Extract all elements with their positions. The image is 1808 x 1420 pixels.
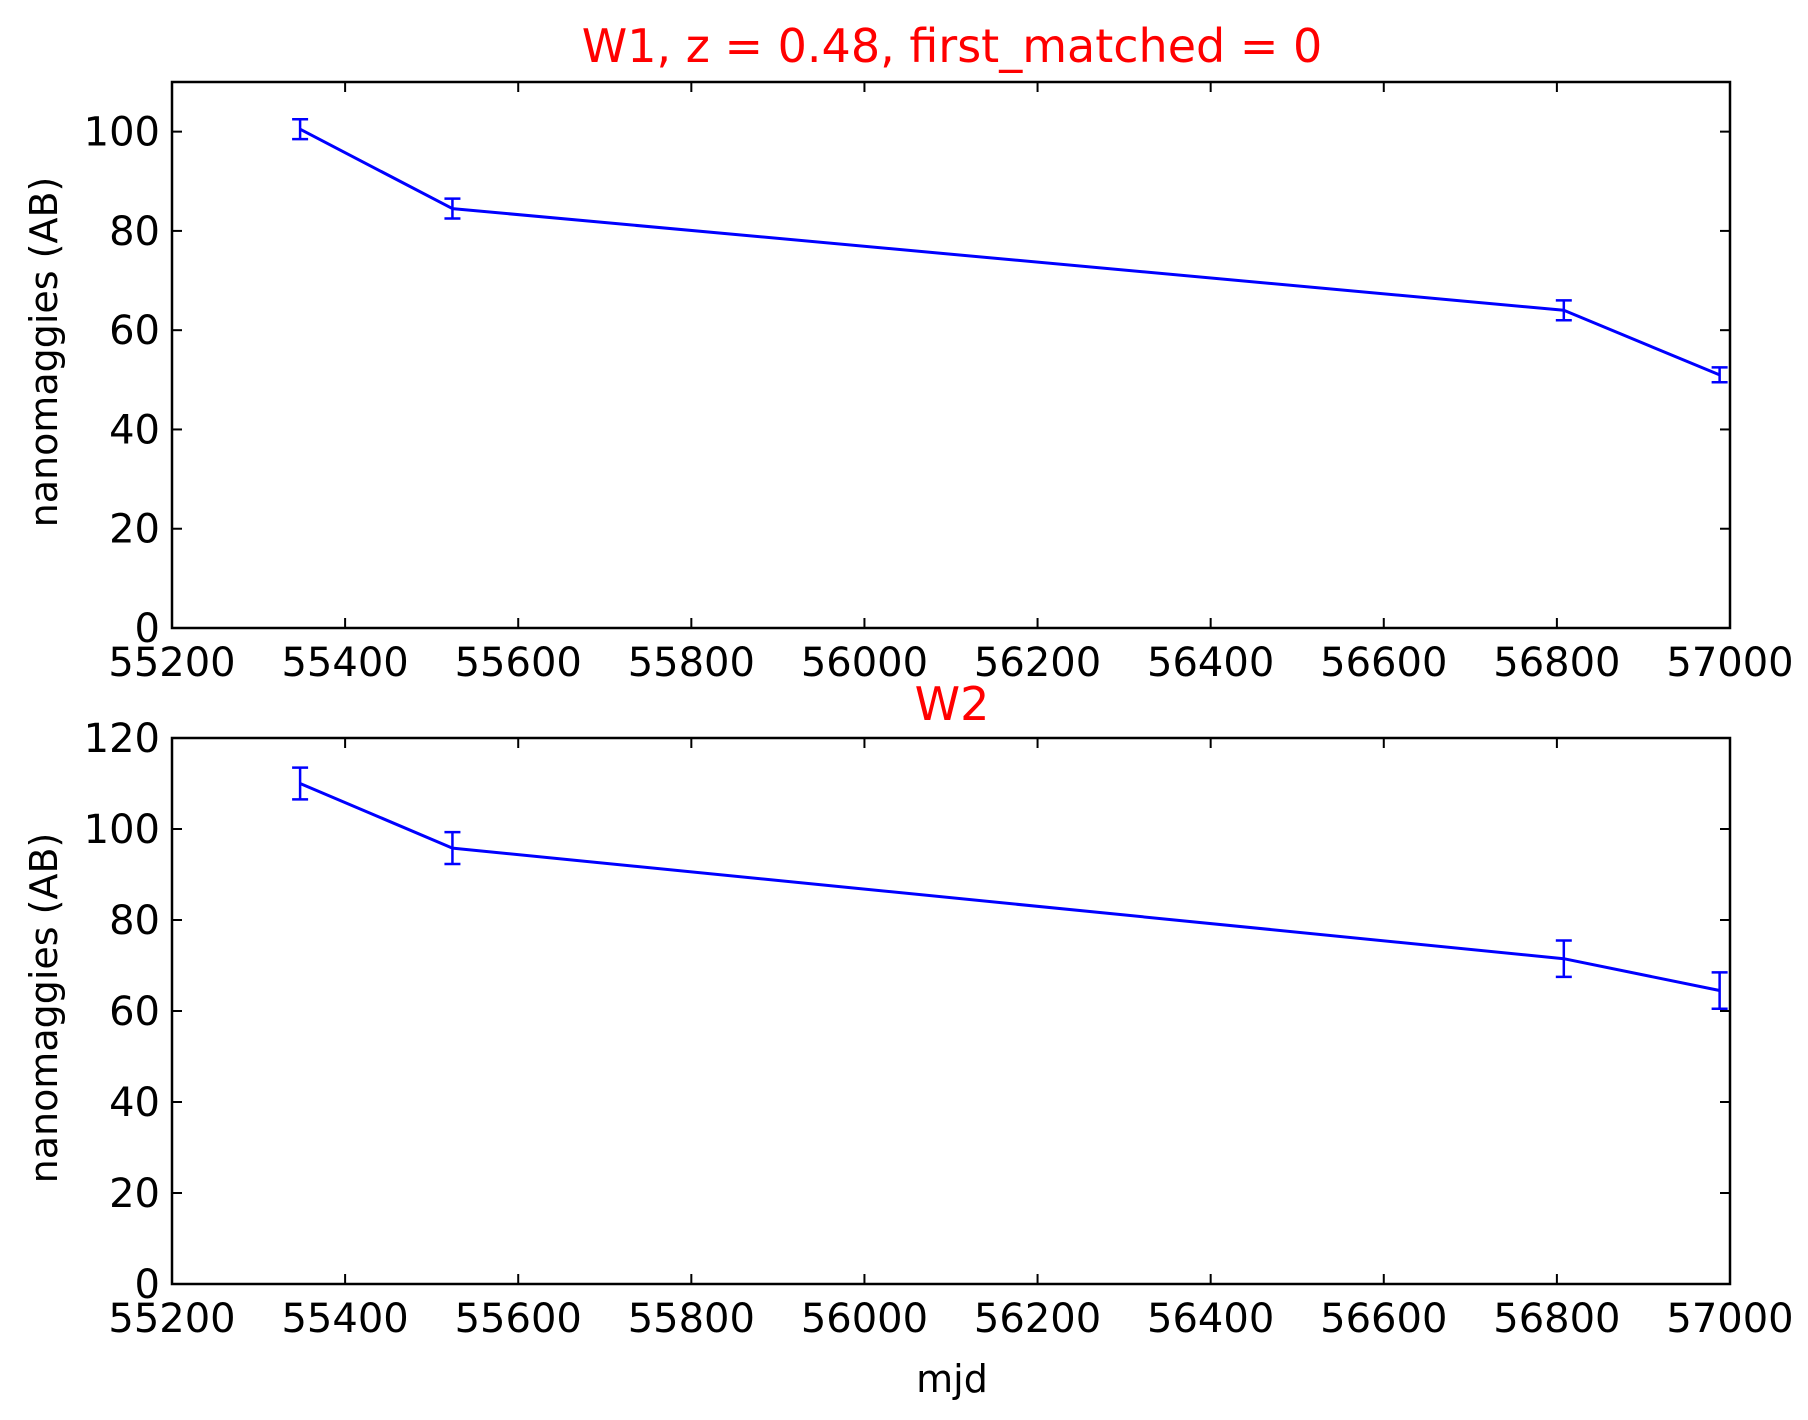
y-tick-label: 0 <box>135 606 160 652</box>
y-tick-label: 100 <box>84 110 160 156</box>
w2-panel: W2 nanomaggies (AB) mjd 55200 55400 55600 5… <box>22 677 1794 1401</box>
series-line <box>299 127 1721 377</box>
y-tick-label: 120 <box>84 716 160 762</box>
data-point-errorbar <box>292 117 309 141</box>
x-tick-label: 56000 <box>801 1296 928 1342</box>
x-tick-label: 55200 <box>108 1296 235 1342</box>
x-tick-label: 56800 <box>1493 1296 1620 1342</box>
y-tick-label: 20 <box>109 507 160 553</box>
series-line <box>299 782 1720 992</box>
x-tick-label: 57000 <box>1666 1296 1793 1342</box>
data-point-errorbar <box>1555 939 1572 979</box>
y-axis-label: nanomaggies (AB) <box>22 177 66 528</box>
x-tick-label: 56200 <box>974 640 1101 686</box>
y-tick-label: 0 <box>135 1262 160 1308</box>
data-point-errorbar <box>1555 299 1572 322</box>
x-tick-label: 55400 <box>281 1296 408 1342</box>
y-tick-label: 60 <box>109 308 160 354</box>
x-tick-label: 56200 <box>974 1296 1101 1342</box>
data-point-errorbar <box>444 197 461 220</box>
x-axis-label: mjd <box>916 1357 988 1401</box>
x-tick-label: 56600 <box>1320 1296 1447 1342</box>
data-point-errorbar <box>1711 366 1728 384</box>
x-tick-label: 55800 <box>628 640 755 686</box>
x-tick-label: 57000 <box>1666 640 1793 686</box>
y-tick-label: 100 <box>84 807 160 853</box>
tick-marks <box>171 737 1731 1285</box>
tick-labels: 55200 55400 55600 55800 56000 56200 56400 56600… <box>84 110 1794 686</box>
x-tick-label: 56400 <box>1147 640 1274 686</box>
y-tick-label: 40 <box>109 1080 160 1126</box>
y-tick-label: 80 <box>109 898 160 944</box>
x-tick-label: 56400 <box>1147 1296 1274 1342</box>
x-tick-label: 55400 <box>281 640 408 686</box>
x-tick-label: 55600 <box>455 640 582 686</box>
tick-labels: 55200 55400 55600 55800 56000 56200 56400 56600… <box>84 716 1794 1342</box>
plot-frame <box>170 80 1732 630</box>
y-tick-label: 60 <box>109 989 160 1035</box>
data-point-errorbar <box>444 830 461 866</box>
data-point-errorbar <box>292 766 309 801</box>
data-series <box>292 766 1728 1010</box>
x-tick-label: 56600 <box>1320 640 1447 686</box>
plot-frame <box>170 736 1732 1286</box>
x-tick-label: 55200 <box>108 640 235 686</box>
y-tick-label: 80 <box>109 209 160 255</box>
w1-panel: W1, z = 0.48, first_matched = 0 nanomagg… <box>22 19 1794 686</box>
data-series <box>292 117 1728 384</box>
x-tick-label: 56000 <box>801 640 928 686</box>
y-axis-label: nanomaggies (AB) <box>22 833 66 1184</box>
tick-marks <box>171 82 1731 629</box>
y-tick-label: 20 <box>109 1171 160 1217</box>
x-tick-label: 55800 <box>628 1296 755 1342</box>
x-tick-label: 55600 <box>455 1296 582 1342</box>
chart-title: W1, z = 0.48, first_matched = 0 <box>582 19 1323 73</box>
data-point-errorbar <box>1711 971 1728 1010</box>
chart-title: W2 <box>915 677 990 731</box>
y-tick-label: 40 <box>109 407 160 453</box>
x-tick-label: 56800 <box>1493 640 1620 686</box>
